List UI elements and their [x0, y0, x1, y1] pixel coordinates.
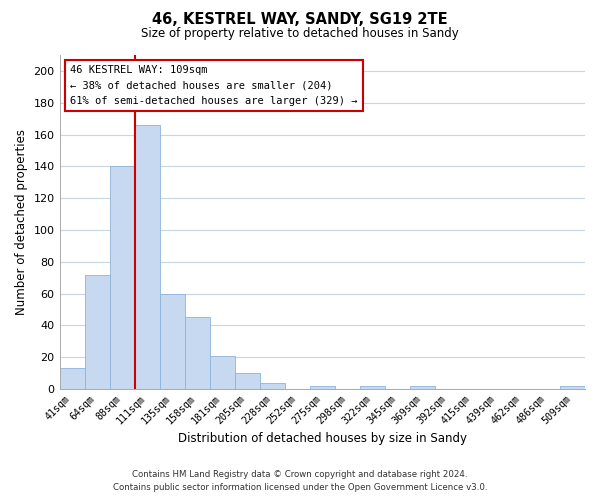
Text: Size of property relative to detached houses in Sandy: Size of property relative to detached ho… [141, 28, 459, 40]
Bar [360, 386, 385, 389]
Text: 46, KESTREL WAY, SANDY, SG19 2TE: 46, KESTREL WAY, SANDY, SG19 2TE [152, 12, 448, 28]
Text: Contains HM Land Registry data © Crown copyright and database right 2024.
Contai: Contains HM Land Registry data © Crown c… [113, 470, 487, 492]
Bar [410, 386, 435, 389]
Bar [235, 373, 260, 389]
Bar [260, 382, 285, 389]
Bar [185, 318, 209, 389]
Y-axis label: Number of detached properties: Number of detached properties [15, 129, 28, 315]
Bar [560, 386, 585, 389]
Bar [160, 294, 185, 389]
Bar [310, 386, 335, 389]
Bar [209, 356, 235, 389]
Bar [85, 274, 110, 389]
Bar [59, 368, 85, 389]
Bar [134, 125, 160, 389]
Text: 46 KESTREL WAY: 109sqm
← 38% of detached houses are smaller (204)
61% of semi-de: 46 KESTREL WAY: 109sqm ← 38% of detached… [70, 65, 358, 106]
X-axis label: Distribution of detached houses by size in Sandy: Distribution of detached houses by size … [178, 432, 467, 445]
Bar [110, 166, 134, 389]
